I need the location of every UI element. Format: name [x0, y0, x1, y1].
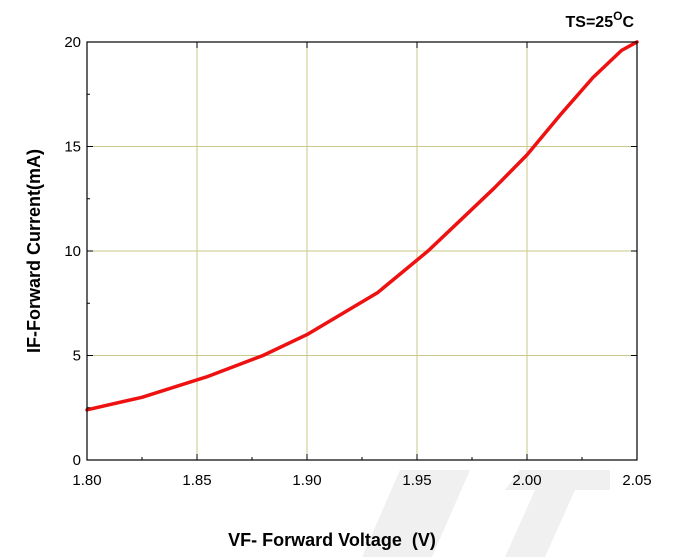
y-tick-label: 20 — [64, 34, 81, 51]
grid-lines — [87, 42, 637, 460]
if-vf-curve — [85, 40, 639, 412]
y-tick-label: 5 — [73, 348, 81, 365]
tick-labels: 1.80 1.85 1.90 1.95 2.00 2.05 0 5 10 15 20 — [64, 34, 651, 489]
condition-suffix: C — [622, 14, 634, 31]
y-axis-title: IF-Forward Current(mA) — [24, 149, 44, 353]
x-tick-label: 2.05 — [622, 472, 651, 489]
watermark-shape — [505, 470, 610, 557]
x-tick-label: 1.95 — [402, 472, 431, 489]
watermark — [362, 470, 610, 557]
y-tick-label: 0 — [73, 452, 81, 469]
condition-annotation: TS=25OC — [566, 9, 635, 31]
x-tick-label: 2.00 — [512, 472, 541, 489]
condition-superscript: O — [613, 9, 622, 23]
y-tick-label: 15 — [64, 139, 81, 156]
x-tick-label: 1.90 — [292, 472, 321, 489]
x-tick-label: 1.80 — [72, 472, 101, 489]
watermark-shape — [362, 470, 470, 557]
plot-series — [85, 40, 639, 412]
axis-ticks — [86, 41, 638, 461]
y-tick-label: 10 — [64, 243, 81, 260]
x-axis-title: VF- Forward Voltage (V) — [228, 530, 436, 550]
x-tick-label: 1.85 — [182, 472, 211, 489]
condition-prefix: TS=25 — [566, 14, 614, 31]
